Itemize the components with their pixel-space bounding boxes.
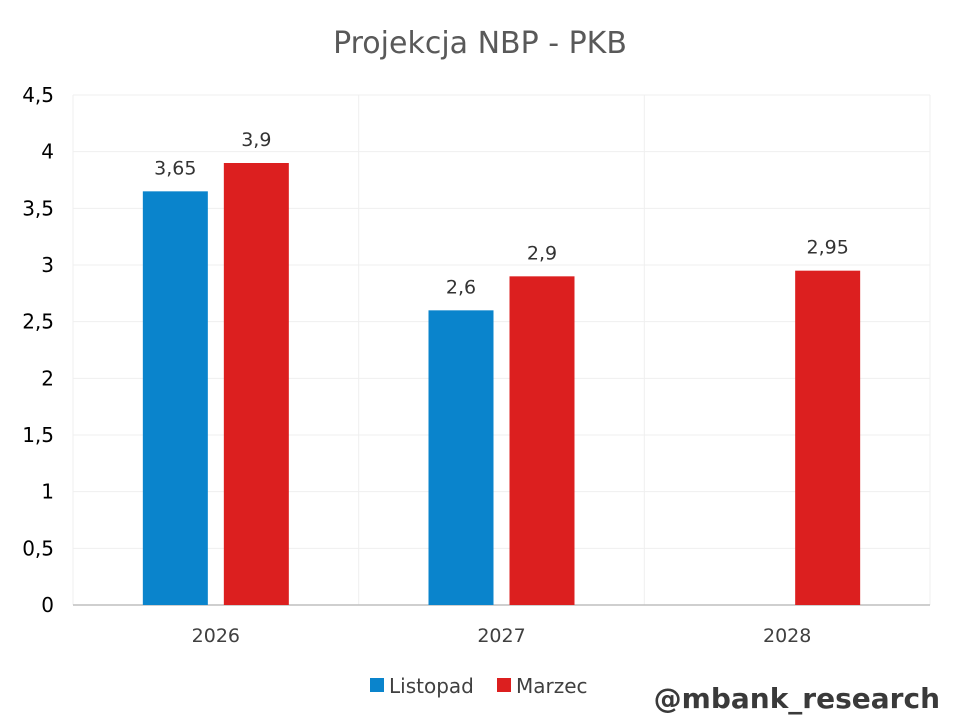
watermark: @mbank_research — [654, 682, 940, 715]
data-label: 2,9 — [527, 242, 557, 264]
data-label: 2,95 — [807, 237, 849, 259]
y-tick-label: 1,5 — [22, 423, 54, 447]
legend-label-marzec: Marzec — [516, 674, 588, 698]
bar-marzec-2028 — [795, 270, 861, 605]
legend-swatch-marzec — [497, 678, 511, 692]
data-label: 3,65 — [154, 157, 196, 179]
x-tick-label: 2027 — [477, 625, 525, 647]
y-tick-label: 3,5 — [22, 196, 54, 220]
bar-marzec-2027 — [509, 276, 575, 605]
gridlines — [72, 94, 931, 605]
y-tick-label: 4 — [41, 140, 54, 164]
y-tick-label: 2,5 — [22, 310, 54, 334]
y-tick-label: 4,5 — [22, 83, 54, 107]
y-tick-label: 0,5 — [22, 536, 54, 560]
bars — [142, 163, 861, 606]
legend-swatch-listopad — [370, 678, 384, 692]
bar-listopad-2026 — [142, 191, 208, 606]
legend-label-listopad: Listopad — [389, 674, 474, 698]
x-axis-tick-labels: 2026 2027 2028 — [192, 625, 812, 647]
legend: Listopad Marzec — [370, 674, 588, 698]
bar-listopad-2027 — [428, 310, 494, 605]
y-axis-tick-labels: 0 0,5 1 1,5 2 2,5 3 3,5 4 4,5 — [22, 83, 54, 617]
x-tick-label: 2026 — [192, 625, 240, 647]
chart-title: Projekcja NBP - PKB — [333, 26, 627, 61]
y-tick-label: 1 — [41, 480, 54, 504]
bar-marzec-2026 — [223, 163, 289, 605]
data-labels: 3,65 3,9 2,6 2,9 2,95 — [154, 129, 849, 298]
x-tick-label: 2028 — [763, 625, 811, 647]
data-label: 3,9 — [241, 129, 271, 151]
data-label: 2,6 — [446, 276, 476, 298]
y-tick-label: 2 — [41, 366, 54, 390]
y-tick-label: 3 — [41, 253, 54, 277]
y-tick-label: 0 — [41, 593, 54, 617]
